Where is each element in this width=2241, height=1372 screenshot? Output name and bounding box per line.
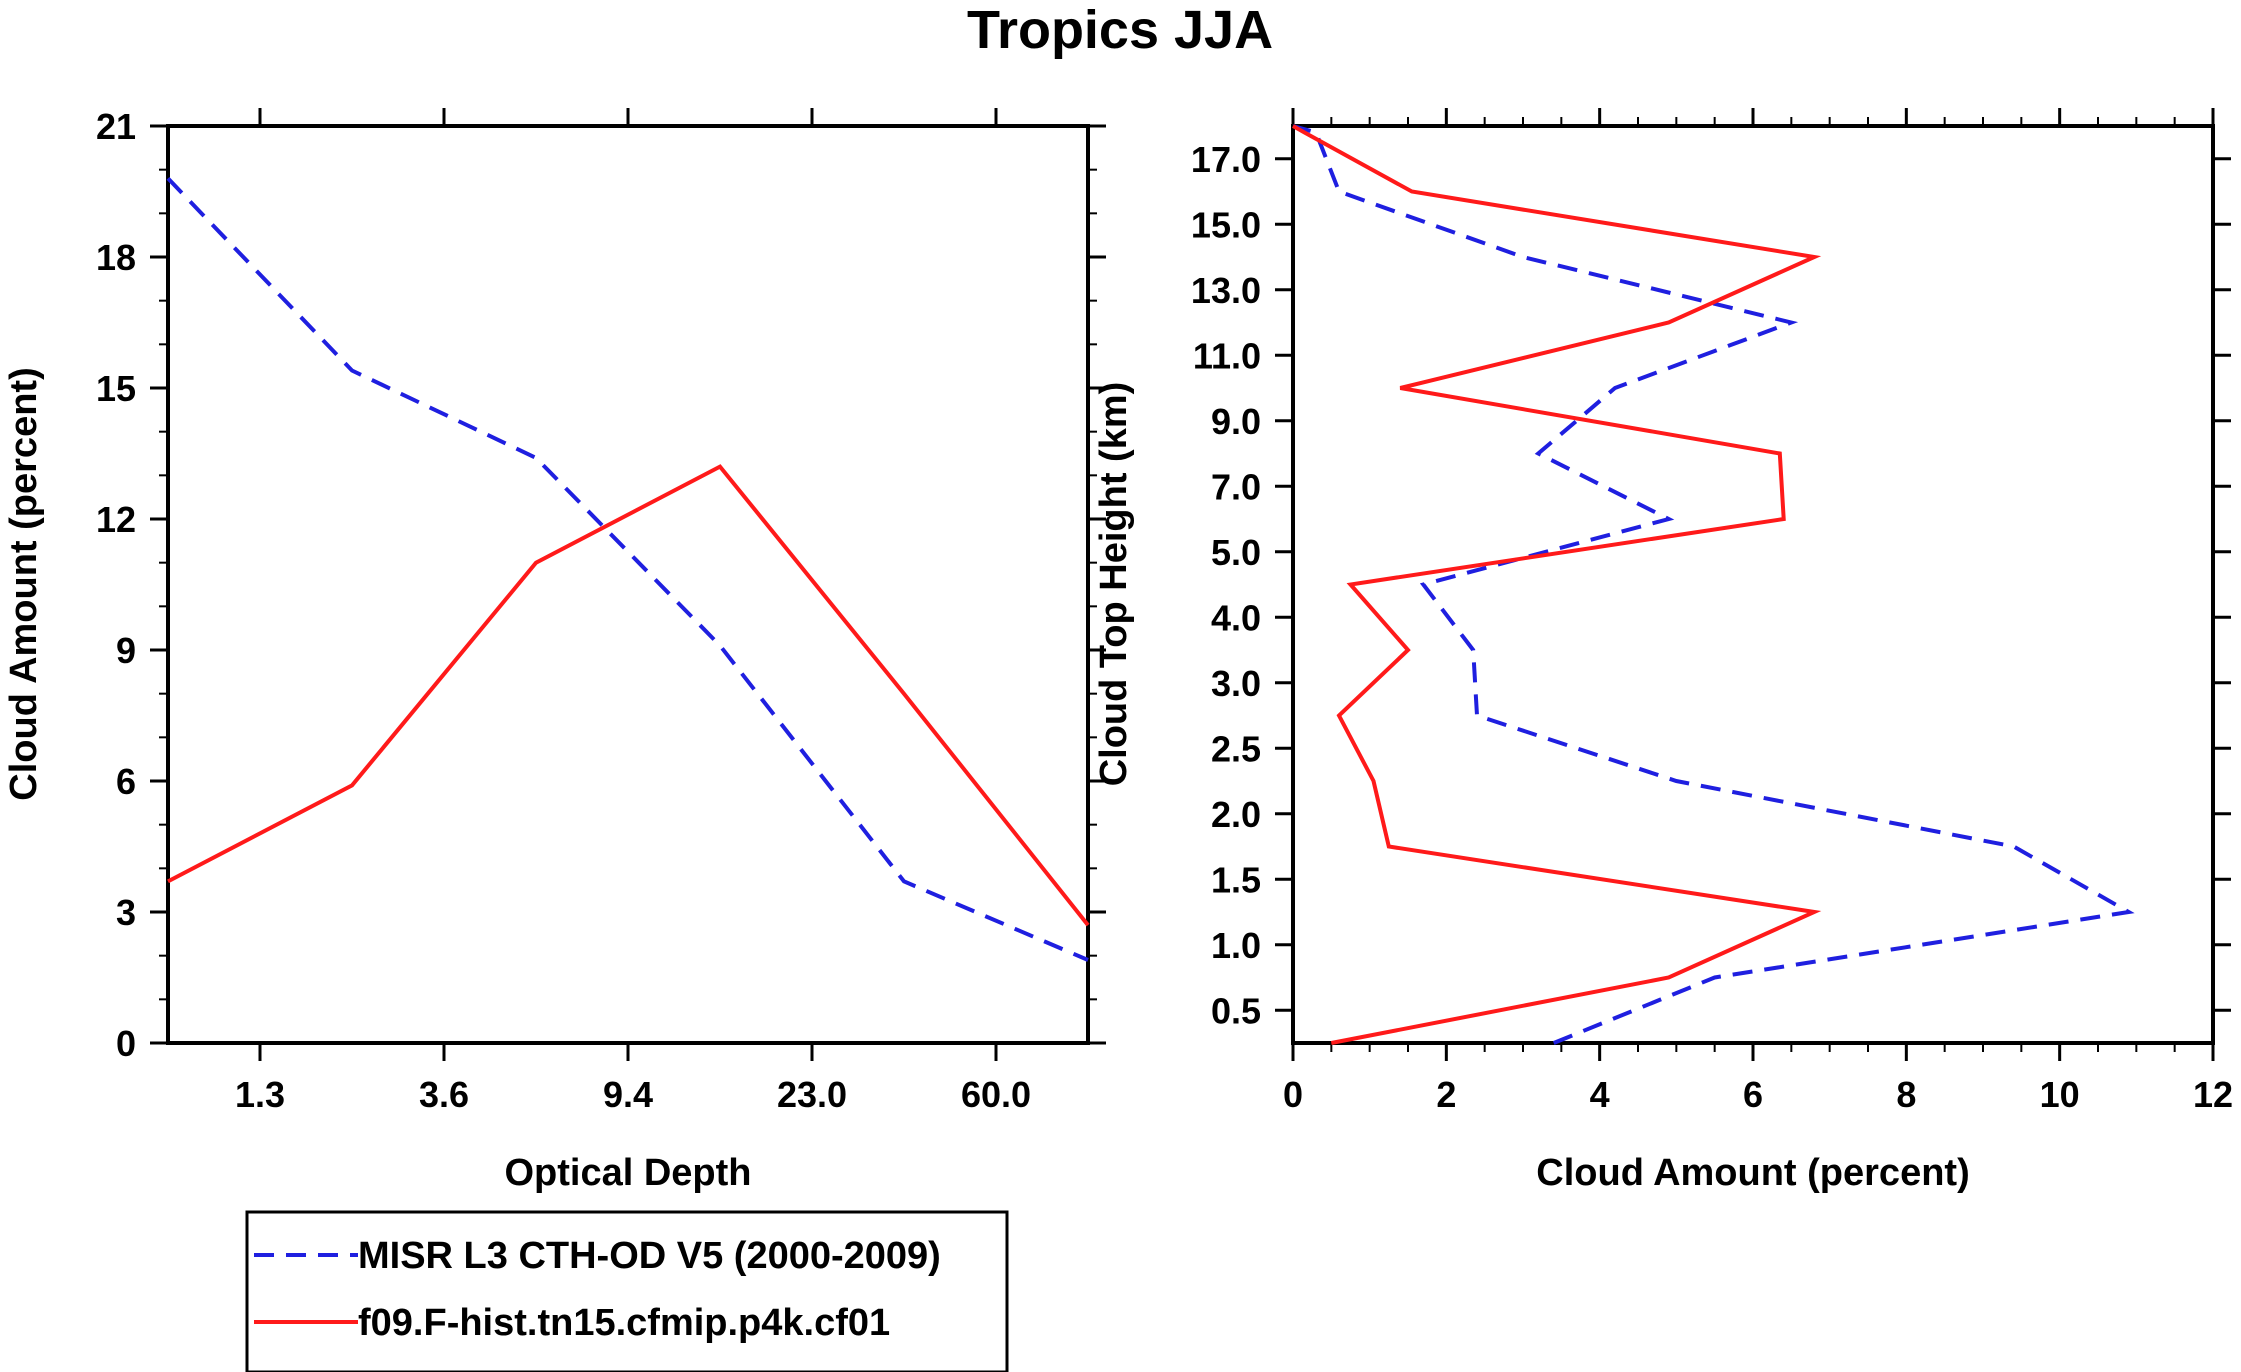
- axis-ticks-left: 1.3 3.6 9.4 23.0 60.0 0 3 6 9 12 15 18 21: [96, 106, 1106, 1115]
- x-axis-label-left: Optical Depth: [504, 1152, 751, 1194]
- left-ytick-label: 9: [116, 630, 136, 671]
- right-ytick-label: 5.0: [1211, 532, 1261, 573]
- series-group-left: [166, 177, 1090, 962]
- left-ytick-label: 0: [116, 1023, 136, 1064]
- plot-frame-left: [166, 124, 1090, 1045]
- left-xtick-label: 3.6: [419, 1074, 469, 1115]
- panel-optical-depth: 1.3 3.6 9.4 23.0 60.0 0 3 6 9 12 15 18 21 Optical De…: [3, 106, 1106, 1194]
- right-xtick-label: 6: [1743, 1074, 1763, 1115]
- right-xtick-label: 10: [2040, 1074, 2080, 1115]
- left-ytick-label: 3: [116, 892, 136, 933]
- right-ytick-label: 1.5: [1211, 859, 1261, 900]
- right-ytick-label: 0.5: [1211, 990, 1261, 1031]
- right-ytick-label: 3.0: [1211, 663, 1261, 704]
- legend-box: [245, 1210, 1009, 1372]
- axis-ticks-right: 0 2 4 6 8 10 12 0.5 1.0 1.5 2.0 2.5 3.0 4.0 5.0 7.0 9.0 1…: [1191, 108, 2233, 1115]
- left-series-model: [167, 464, 1090, 927]
- right-ytick-label: 7.0: [1211, 466, 1261, 507]
- right-xtick-label: 8: [1896, 1074, 1916, 1115]
- left-xtick-label: 9.4: [603, 1074, 653, 1115]
- right-series-misr: [1292, 124, 2135, 1045]
- left-xtick-label: 23.0: [777, 1074, 847, 1115]
- left-xtick-label: 60.0: [961, 1074, 1031, 1115]
- legend-label-obs: MISR L3 CTH-OD V5 (2000-2009): [358, 1235, 941, 1277]
- chart-title: Tropics JJA: [967, 0, 1273, 60]
- series-group-right: [1292, 124, 2135, 1045]
- right-xtick-label: 12: [2193, 1074, 2233, 1115]
- right-series-model: [1292, 124, 1822, 1045]
- y-axis-label-right: Cloud Top Height (km): [1093, 382, 1135, 787]
- right-ytick-label: 13.0: [1191, 270, 1261, 311]
- x-axis-label-right: Cloud Amount (percent): [1536, 1152, 1969, 1194]
- legend: MISR L3 CTH-OD V5 (2000-2009) f09.F-hist…: [245, 1210, 1009, 1372]
- y-axis-label-left: Cloud Amount (percent): [3, 367, 45, 800]
- right-xtick-label: 2: [1436, 1074, 1456, 1115]
- right-ytick-label: 15.0: [1191, 204, 1261, 245]
- right-ytick-label: 17.0: [1191, 139, 1261, 180]
- right-ytick-label: 2.0: [1211, 794, 1261, 835]
- plot-frame-right: [1291, 124, 2215, 1045]
- right-xtick-label: 0: [1283, 1074, 1303, 1115]
- left-ytick-label: 15: [96, 368, 136, 409]
- left-ytick-label: 21: [96, 106, 136, 147]
- legend-label-model: f09.F-hist.tn15.cfmip.p4k.cf01: [358, 1302, 890, 1344]
- right-ytick-label: 11.0: [1193, 335, 1261, 376]
- left-xtick-label: 1.3: [235, 1074, 285, 1115]
- right-ytick-label: 9.0: [1211, 401, 1261, 442]
- left-ytick-label: 6: [116, 761, 136, 802]
- right-xtick-label: 4: [1590, 1074, 1610, 1115]
- left-ytick-label: 12: [96, 499, 136, 540]
- right-ytick-label: 2.5: [1211, 728, 1261, 769]
- right-ytick-label: 1.0: [1211, 925, 1261, 966]
- panel-cloud-top-height: 0 2 4 6 8 10 12 0.5 1.0 1.5 2.0 2.5 3.0 4.0 5.0 7.0 9.0 1…: [1093, 108, 2233, 1194]
- right-ytick-label: 4.0: [1211, 597, 1261, 638]
- left-series-misr: [166, 177, 1089, 962]
- left-ytick-label: 18: [96, 237, 136, 278]
